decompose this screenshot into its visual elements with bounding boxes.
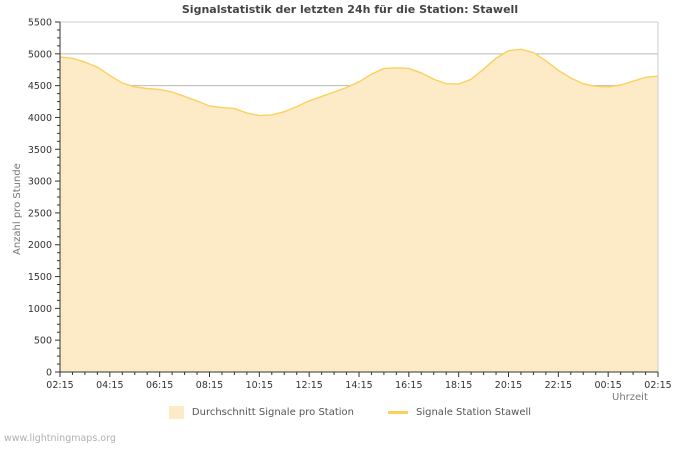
svg-text:02:15: 02:15 [644,380,671,391]
footer-source: www.lightningmaps.org [4,433,116,444]
svg-text:14:15: 14:15 [345,380,372,391]
legend-item-station[interactable]: Signale Station Stawell [388,407,531,418]
svg-text:10:15: 10:15 [246,380,273,391]
chart-title: Signalstatistik der letzten 24h für die … [181,3,519,16]
svg-text:2500: 2500 [28,208,52,219]
svg-text:04:15: 04:15 [96,380,123,391]
x-axis-label: Uhrzeit [612,392,648,403]
svg-text:16:15: 16:15 [395,380,422,391]
svg-text:3500: 3500 [28,145,52,156]
svg-text:12:15: 12:15 [295,380,322,391]
svg-text:00:15: 00:15 [594,380,621,391]
svg-text:1000: 1000 [28,304,52,315]
chart-legend: Durchschnitt Signale pro Station Signale… [0,406,700,419]
svg-text:1500: 1500 [28,272,52,283]
svg-text:3000: 3000 [28,177,52,188]
svg-text:2000: 2000 [28,240,52,251]
svg-text:08:15: 08:15 [196,380,223,391]
legend-line-swatch-icon [388,411,408,414]
svg-text:20:15: 20:15 [495,380,522,391]
svg-text:18:15: 18:15 [445,380,472,391]
svg-text:0: 0 [46,368,52,379]
svg-text:5000: 5000 [28,49,52,60]
svg-text:02:15: 02:15 [46,380,73,391]
svg-text:06:15: 06:15 [146,380,173,391]
legend-fill-swatch-icon [168,406,184,419]
svg-text:4000: 4000 [28,113,52,124]
legend-label-average: Durchschnitt Signale pro Station [191,407,354,418]
svg-text:500: 500 [34,336,52,347]
svg-text:4500: 4500 [28,81,52,92]
legend-item-average[interactable]: Durchschnitt Signale pro Station [168,406,354,419]
legend-label-station: Signale Station Stawell [416,407,532,418]
svg-text:22:15: 22:15 [545,380,572,391]
plot-area: 0 500 1000 1500 2000 2500 3000 3500 4000 4500 5000… [28,18,672,392]
svg-text:5500: 5500 [28,18,52,29]
